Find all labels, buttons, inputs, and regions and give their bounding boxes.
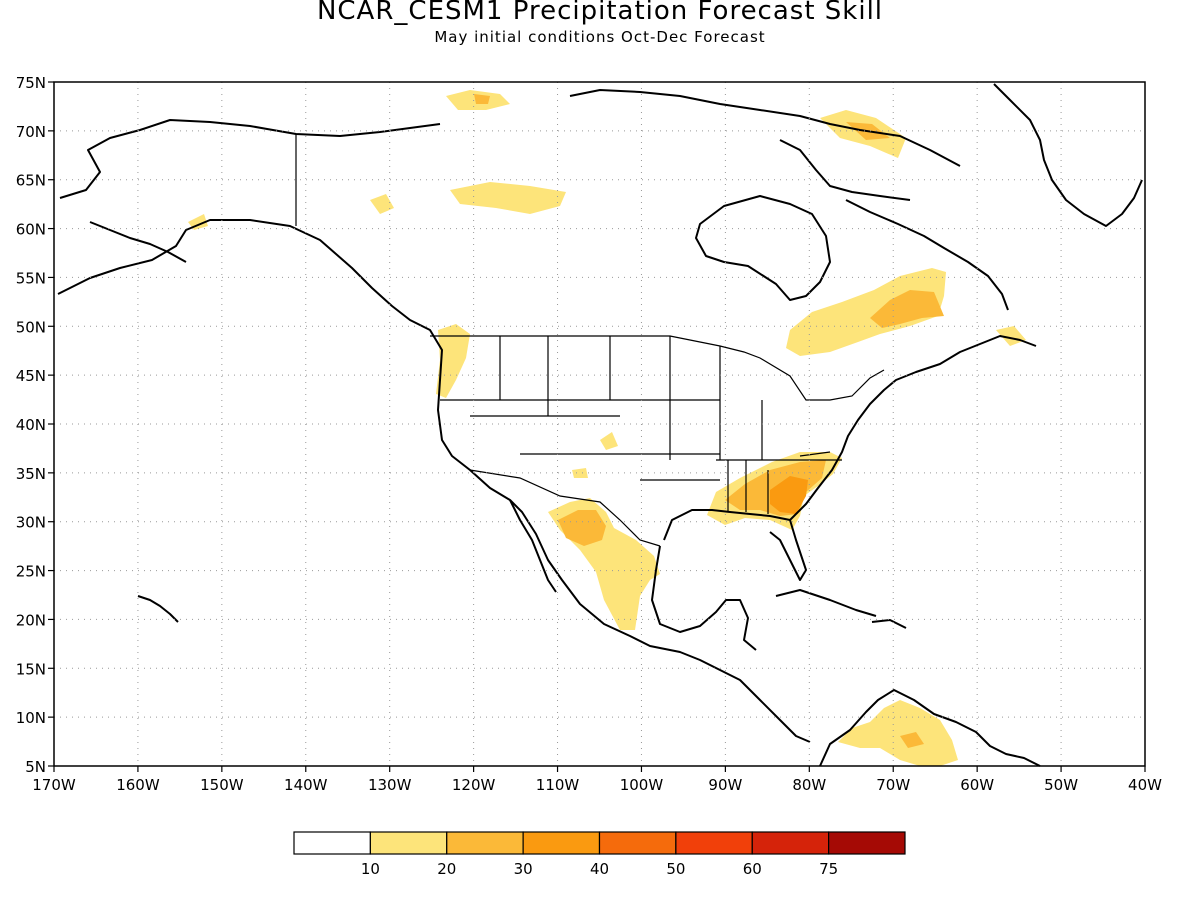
legend-label: 30 — [514, 860, 533, 878]
legend-label: 10 — [361, 860, 380, 878]
coastline-alaska-north — [59, 119, 441, 199]
coastline-alaska-peninsula — [89, 221, 187, 263]
coastline-baja — [509, 499, 557, 593]
coastline-south-america — [819, 689, 1041, 767]
lon-tick-label: 140W — [284, 776, 328, 794]
skill-area-pacific-northwest — [436, 324, 470, 398]
lat-tick-label: 10N — [16, 709, 46, 727]
map-title: NCAR_CESM1 Precipitation Forecast Skill — [316, 0, 884, 26]
lon-tick-label: 80W — [792, 776, 826, 794]
skill-area-northwest-territory — [370, 194, 394, 214]
coastline-west — [57, 219, 811, 743]
coastline-cuba — [775, 589, 877, 617]
border-states-southeast — [727, 451, 831, 514]
skill-shading — [188, 90, 1026, 766]
skill-area-venezuela-core — [900, 732, 924, 748]
skill-area-quebec-core — [870, 290, 944, 328]
legend-label: 75 — [819, 860, 838, 878]
legend-label: 20 — [437, 860, 456, 878]
skill-area-beaufort-core — [474, 94, 490, 104]
legend-label: 50 — [666, 860, 685, 878]
legend-swatch — [446, 831, 524, 855]
lat-lon-grid — [48, 81, 1146, 772]
lat-tick-label: 15N — [16, 660, 46, 678]
skill-area-yukon — [450, 182, 566, 214]
map-frame — [53, 81, 1146, 767]
skill-area-new-mexico — [572, 468, 588, 478]
coastline-gulf — [663, 509, 807, 581]
longitude-tick-labels: 170W 160W 150W 140W 130W 120W 110W 100W 90W 80W 70… — [32, 776, 1162, 794]
latitude-tick-labels: 5N 10N 15N 20N 25N 30N 35N 40N 45N 50N 55N 60N 65N 70… — [16, 74, 46, 776]
lon-tick-label: 100W — [620, 776, 664, 794]
coastline-hawaii — [137, 595, 179, 623]
political-borders — [295, 134, 885, 547]
coastline-labrador — [845, 199, 1009, 311]
skill-area-quebec — [786, 268, 946, 356]
lat-tick-label: 30N — [16, 514, 46, 532]
lat-tick-label: 65N — [16, 172, 46, 190]
lat-tick-label: 35N — [16, 465, 46, 483]
lat-tick-label: 5N — [25, 758, 46, 776]
color-legend: 10 20 30 40 50 60 75 — [293, 831, 906, 878]
lon-tick-label: 110W — [536, 776, 580, 794]
lat-tick-label: 55N — [16, 269, 46, 287]
lat-tick-label: 45N — [16, 367, 46, 385]
coastline-arctic-islands — [569, 89, 961, 167]
legend-swatch — [598, 831, 677, 855]
coastline-mexico-gulf — [651, 545, 757, 651]
legend-swatch — [522, 831, 601, 855]
coastline-hispaniola — [871, 619, 907, 629]
lat-tick-label: 75N — [16, 74, 46, 92]
border-us-mexico — [469, 469, 661, 547]
coastlines — [57, 83, 1143, 767]
border-states-horizontal — [440, 399, 842, 481]
lon-tick-label: 120W — [452, 776, 496, 794]
lon-tick-label: 160W — [116, 776, 160, 794]
border-states-vertical — [499, 336, 763, 460]
skill-area-chihuahua — [558, 510, 606, 546]
skill-area-south-america — [838, 700, 958, 766]
lat-tick-label: 50N — [16, 318, 46, 336]
legend-swatch — [369, 831, 448, 855]
legend-label: 40 — [590, 860, 609, 878]
coastline-east — [789, 335, 1037, 521]
lat-tick-label: 25N — [16, 563, 46, 581]
coastline-hudson-bay — [695, 195, 831, 301]
skill-area-georgia-peak — [770, 476, 808, 514]
legend-swatch — [293, 831, 371, 855]
legend-swatch — [828, 831, 906, 855]
lat-tick-label: 60N — [16, 221, 46, 239]
lon-tick-label: 170W — [32, 776, 76, 794]
lon-tick-label: 90W — [708, 776, 742, 794]
coastline-greenland — [993, 83, 1143, 227]
lon-tick-label: 60W — [960, 776, 994, 794]
skill-area-colorado — [600, 432, 618, 450]
lon-tick-label: 40W — [1128, 776, 1162, 794]
legend-label: 60 — [743, 860, 762, 878]
legend-swatch — [751, 831, 830, 855]
skill-area-newfoundland — [996, 326, 1026, 346]
map-subtitle: May initial conditions Oct-Dec Forecast — [434, 28, 766, 46]
lat-tick-label: 40N — [16, 416, 46, 434]
lon-tick-label: 150W — [200, 776, 244, 794]
lat-tick-label: 70N — [16, 123, 46, 141]
lon-tick-label: 70W — [876, 776, 910, 794]
legend-swatch — [675, 831, 753, 855]
lon-tick-label: 50W — [1044, 776, 1078, 794]
border-us-canada — [430, 335, 885, 401]
lon-tick-label: 130W — [368, 776, 412, 794]
coastline-baffin — [779, 139, 911, 201]
lat-tick-label: 20N — [16, 611, 46, 629]
